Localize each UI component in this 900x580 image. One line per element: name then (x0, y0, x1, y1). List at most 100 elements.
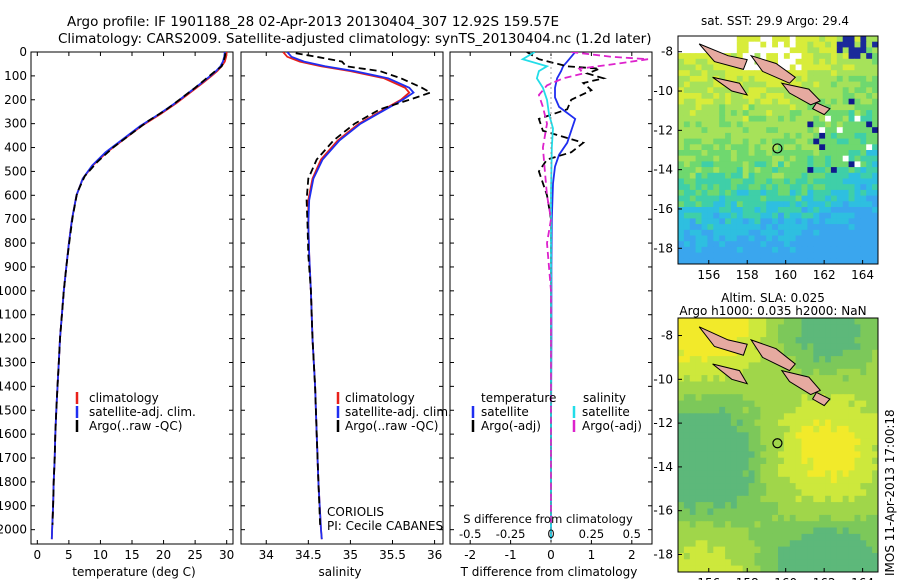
map-cell (730, 132, 738, 140)
map-cell (842, 368, 850, 376)
map-cell (836, 394, 844, 402)
map-cell (854, 224, 861, 231)
map-cell (830, 400, 838, 408)
map-cell (701, 375, 708, 382)
map-cell (872, 104, 878, 111)
map-cell (842, 387, 850, 395)
map-cell (701, 41, 708, 48)
map-cell (719, 246, 726, 254)
map-cell (848, 438, 856, 446)
map-cell (860, 172, 867, 180)
map-cell (813, 476, 820, 484)
map-cell (730, 110, 738, 117)
map-cell (842, 64, 850, 71)
map-cell (695, 337, 703, 344)
map-cell (830, 229, 838, 237)
map-cell (683, 451, 691, 459)
map-cell (825, 127, 832, 134)
map-cell (707, 387, 714, 395)
map-cell (754, 172, 761, 180)
map-cell (842, 502, 850, 509)
map-cell (725, 144, 732, 151)
map-cell (795, 457, 803, 465)
map-cell (842, 132, 850, 140)
map-cell (825, 502, 832, 509)
map-cell (872, 70, 878, 77)
map-cell (825, 53, 832, 60)
map-cell (701, 470, 708, 478)
map-cell (701, 98, 708, 105)
map-cell (742, 508, 750, 516)
map-cell (813, 470, 820, 478)
map-cell (683, 470, 691, 478)
map-cell (860, 218, 867, 225)
map-cell (678, 470, 685, 478)
map-cell (866, 343, 873, 351)
map-cell (848, 425, 856, 433)
map-cell (742, 489, 750, 497)
map-cell (854, 489, 861, 497)
map-cell (830, 161, 838, 168)
map-cell (813, 451, 820, 459)
map-cell (854, 343, 861, 351)
map-cell (842, 47, 850, 54)
map-cell (678, 489, 685, 497)
map-cell (872, 207, 878, 214)
map-cell (689, 189, 697, 197)
map-cell (801, 508, 808, 516)
map-cell (825, 155, 832, 162)
map-cell (836, 195, 844, 202)
map-cell (683, 527, 691, 535)
map-cell (783, 502, 791, 509)
map-cell (707, 413, 714, 421)
map-cell (695, 64, 703, 71)
map-cell (713, 161, 720, 168)
map-cell (807, 36, 814, 43)
map-cell (778, 98, 785, 105)
map-cell (801, 184, 808, 191)
map-cell (742, 178, 750, 185)
map-cell (872, 394, 878, 402)
map-cell (748, 546, 756, 554)
map-cell (683, 81, 691, 88)
map-cell (854, 246, 861, 254)
map-cell (778, 115, 785, 123)
map-cell (795, 553, 803, 560)
map-cell (713, 246, 720, 254)
map-cell (866, 489, 873, 497)
map-cell (772, 324, 779, 332)
map-cell (842, 178, 850, 185)
map-cell (842, 559, 850, 567)
map-cell (848, 115, 856, 123)
map-cell (760, 252, 767, 259)
map-cell (748, 559, 756, 567)
map-cell (789, 368, 797, 376)
map-cell (854, 75, 861, 83)
map-cell (836, 324, 844, 332)
map-cell (778, 546, 785, 554)
map-cell (866, 127, 873, 134)
map-cell (813, 337, 820, 344)
map-cell (678, 81, 685, 88)
map-cell (736, 218, 744, 225)
map-cell (742, 218, 750, 225)
map-cell (683, 70, 691, 77)
map-cell (689, 533, 697, 541)
map-cell (801, 368, 808, 376)
map-cell (813, 349, 820, 357)
map-cell (854, 419, 861, 427)
map-cell (772, 502, 779, 509)
map-cell (730, 483, 738, 490)
map-cell (860, 387, 867, 395)
map-cell (683, 241, 691, 248)
map-cell (678, 445, 685, 452)
map-cell (848, 356, 856, 363)
map-cell (713, 64, 720, 71)
map-cell (683, 521, 691, 529)
map-cell (719, 47, 726, 54)
map-cell (860, 98, 867, 105)
map-cell (825, 330, 832, 338)
map-cell (789, 470, 797, 478)
map-cell (730, 241, 738, 248)
map-cell (783, 104, 791, 111)
